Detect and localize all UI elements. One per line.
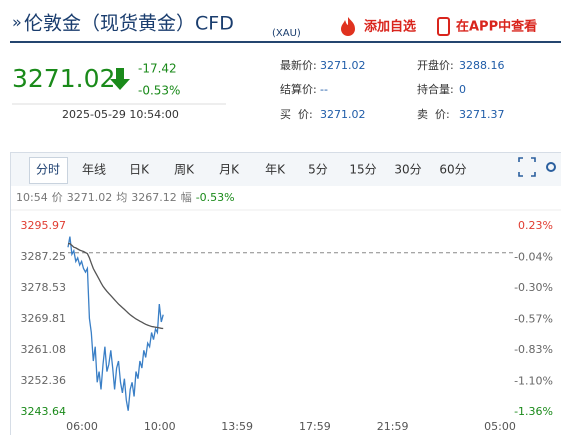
tab[interactable]: 60分 — [439, 163, 466, 177]
y-tick-label: 3269.81 — [21, 312, 67, 325]
info-value: 3271.02 — [320, 108, 366, 121]
tab[interactable]: 日K — [129, 163, 150, 177]
y-tick-label: 3261.08 — [21, 343, 67, 356]
tab[interactable]: 周K — [174, 163, 195, 177]
tab[interactable]: 年K — [265, 163, 286, 177]
y2-tick-label: -0.04% — [514, 251, 553, 264]
y2-tick-label: -0.30% — [514, 281, 553, 294]
status-text: 3271.02 — [67, 191, 113, 204]
change: -17.42 — [138, 62, 177, 76]
info-value: 0 — [459, 83, 466, 96]
status-text: 幅 — [181, 191, 192, 204]
title: 伦敦金（现货黄金）CFD — [24, 13, 234, 35]
x-tick-label: 13:59 — [221, 420, 253, 433]
x-tick-label: 06:00 — [66, 420, 98, 433]
info-value: -- — [320, 83, 328, 96]
status-text: 10:54 — [16, 191, 48, 204]
y2-tick-label: -1.36% — [514, 405, 553, 418]
tab-selected — [29, 157, 68, 184]
x-tick-label: 10:00 — [144, 420, 176, 433]
y-tick-label: 3252.36 — [21, 374, 67, 387]
tab[interactable]: 15分 — [349, 163, 376, 177]
series-line — [67, 236, 164, 411]
status-text: 价 — [52, 191, 63, 204]
tab-bar — [11, 153, 561, 186]
y2-tick-label: -0.83% — [514, 343, 553, 356]
tab[interactable]: 5分 — [308, 163, 328, 177]
info-label: 买 价: — [280, 108, 313, 121]
series-line — [68, 243, 164, 330]
info-label: 最新价: — [280, 58, 317, 72]
info-label: 卖 价: — [417, 108, 450, 121]
info-label: 持合量: — [417, 82, 454, 96]
down-arrow — [110, 68, 130, 90]
bullet: » — [12, 13, 22, 32]
y-tick-label: 3243.64 — [21, 405, 67, 418]
tab[interactable]: 月K — [219, 163, 240, 177]
quote-time: 2025-05-29 10:54:00 — [62, 108, 179, 121]
y2-tick-label: 0.23% — [518, 219, 553, 232]
status-text: 3267.12 — [131, 191, 177, 204]
settings-icon[interactable] — [546, 162, 556, 172]
info-value: 3288.16 — [459, 59, 505, 72]
chart-panel — [10, 152, 561, 435]
y-tick-label: 3278.53 — [21, 281, 67, 294]
x-tick-label: 21:59 — [377, 420, 409, 433]
x-tick-label: 05:00 — [484, 420, 516, 433]
fullscreen-icon[interactable] — [518, 157, 536, 177]
tab[interactable]: 分时 — [36, 163, 60, 177]
open-app[interactable]: 在APP中查看 — [456, 19, 537, 35]
y2-tick-label: -1.10% — [514, 375, 553, 388]
info-label: 开盘价: — [417, 58, 454, 72]
info-value: 3271.37 — [459, 108, 505, 121]
phone-icon[interactable] — [437, 17, 450, 36]
x-tick-label: 17:59 — [299, 420, 331, 433]
info-value: 3271.02 — [320, 59, 366, 72]
info-label: 结算价: — [280, 82, 317, 96]
y-tick-label: 3295.97 — [21, 219, 67, 232]
price: 3271.02 — [12, 64, 115, 93]
change-pct: -0.53% — [138, 84, 180, 98]
add-watchlist[interactable]: 添加自选 — [364, 19, 416, 35]
tab[interactable]: 30分 — [394, 163, 421, 177]
y2-tick-label: -0.57% — [514, 313, 553, 326]
flame-icon[interactable] — [341, 17, 355, 36]
status-text: 均 — [116, 191, 127, 204]
tab[interactable]: 年线 — [82, 163, 106, 177]
y-tick-label: 3287.25 — [21, 250, 67, 263]
status-text: -0.53% — [196, 191, 235, 204]
code: (XAU) — [272, 28, 301, 39]
